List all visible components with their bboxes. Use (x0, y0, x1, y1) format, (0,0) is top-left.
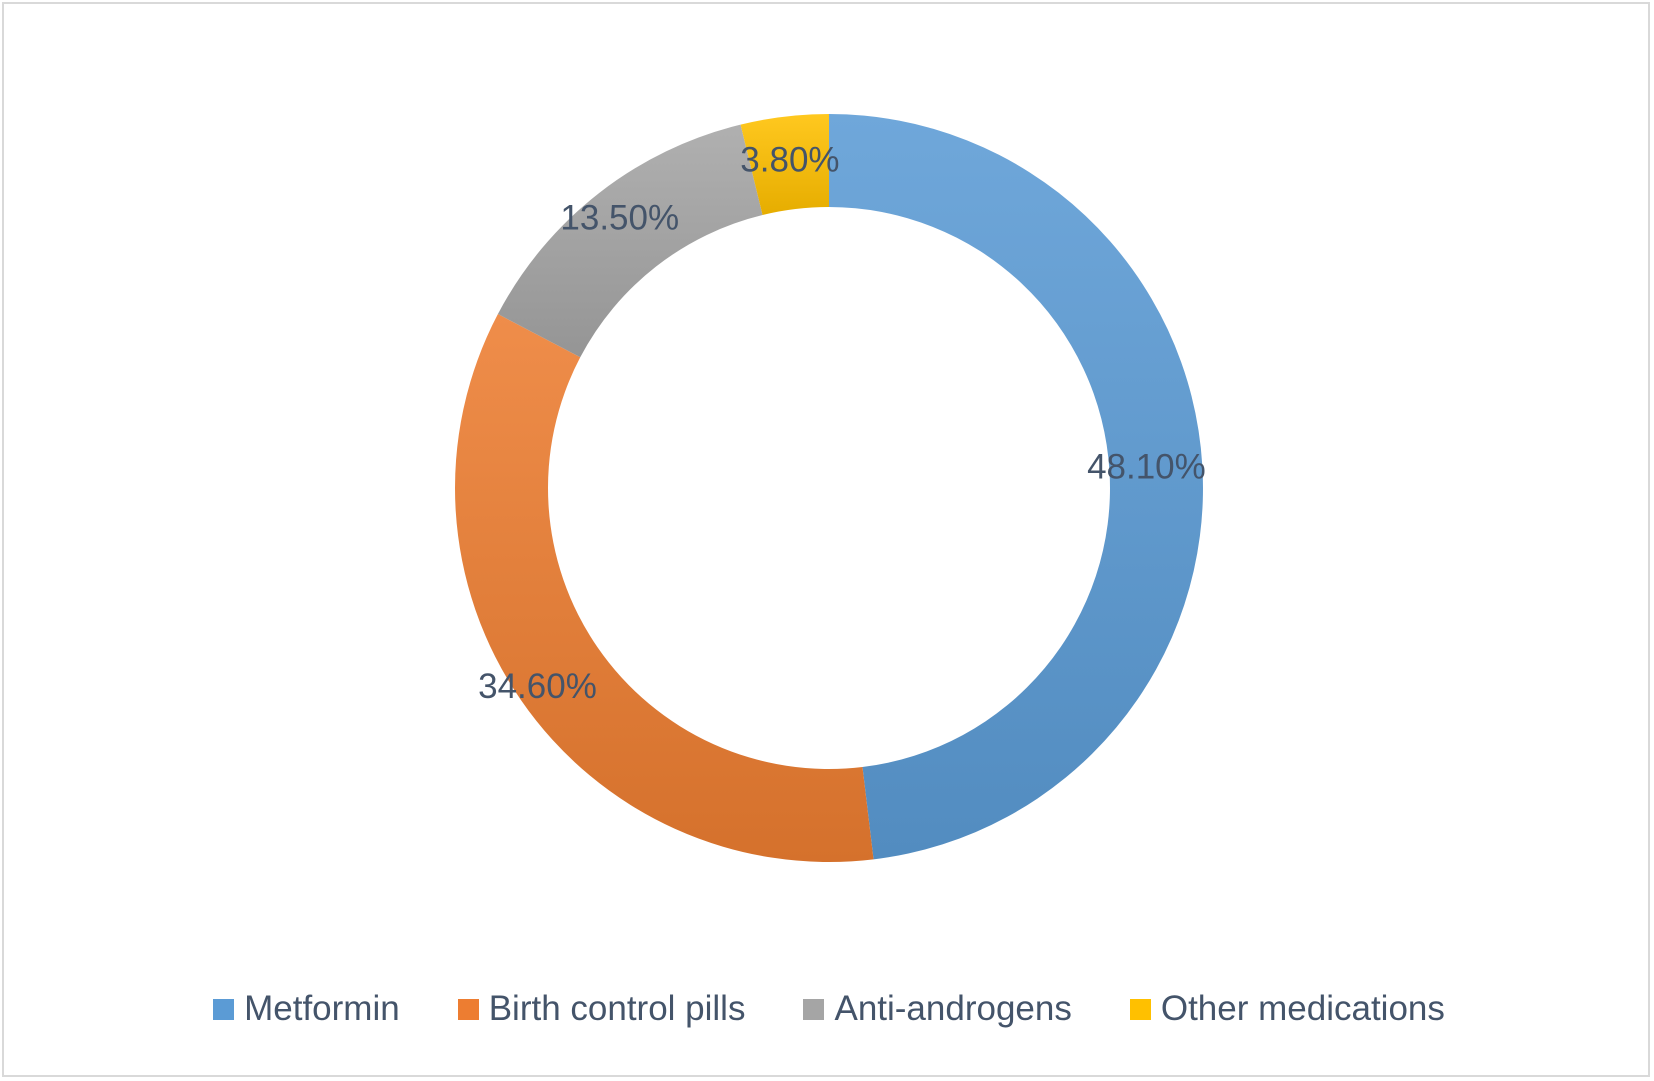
donut-chart: 48.10% 34.60% 13.50% 3.80% (455, 114, 1206, 862)
slice-other-medications[interactable] (740, 114, 829, 215)
legend-label-metformin: Metformin (244, 989, 400, 1028)
legend-swatch-anti-androgens (803, 998, 825, 1020)
slice-metformin[interactable] (829, 114, 1203, 860)
legend-item-other-medications[interactable]: Other medications (1129, 989, 1445, 1029)
data-label-other-medications: 3.80% (740, 141, 839, 180)
slice-birth-control-pills[interactable] (455, 314, 874, 862)
legend-item-anti-androgens[interactable]: Anti-androgens (803, 989, 1072, 1029)
legend-item-birth-control-pills[interactable]: Birth control pills (457, 989, 746, 1029)
legend-item-metformin[interactable]: Metformin (213, 989, 400, 1029)
legend-label-anti-androgens: Anti-androgens (834, 989, 1072, 1028)
data-label-anti-androgens: 13.50% (560, 198, 679, 237)
legend-label-birth-control-pills: Birth control pills (488, 989, 746, 1028)
data-label-birth-control-pills: 34.60% (478, 667, 597, 706)
legend: Metformin Birth control pills Anti-andro… (4, 989, 1654, 1029)
legend-label-other-medications: Other medications (1160, 989, 1445, 1028)
legend-swatch-birth-control-pills (457, 998, 479, 1020)
legend-swatch-metformin (213, 998, 235, 1020)
legend-swatch-other-medications (1129, 998, 1151, 1020)
data-label-metformin: 48.10% (1087, 447, 1206, 486)
slice-anti-androgens[interactable] (497, 124, 763, 358)
